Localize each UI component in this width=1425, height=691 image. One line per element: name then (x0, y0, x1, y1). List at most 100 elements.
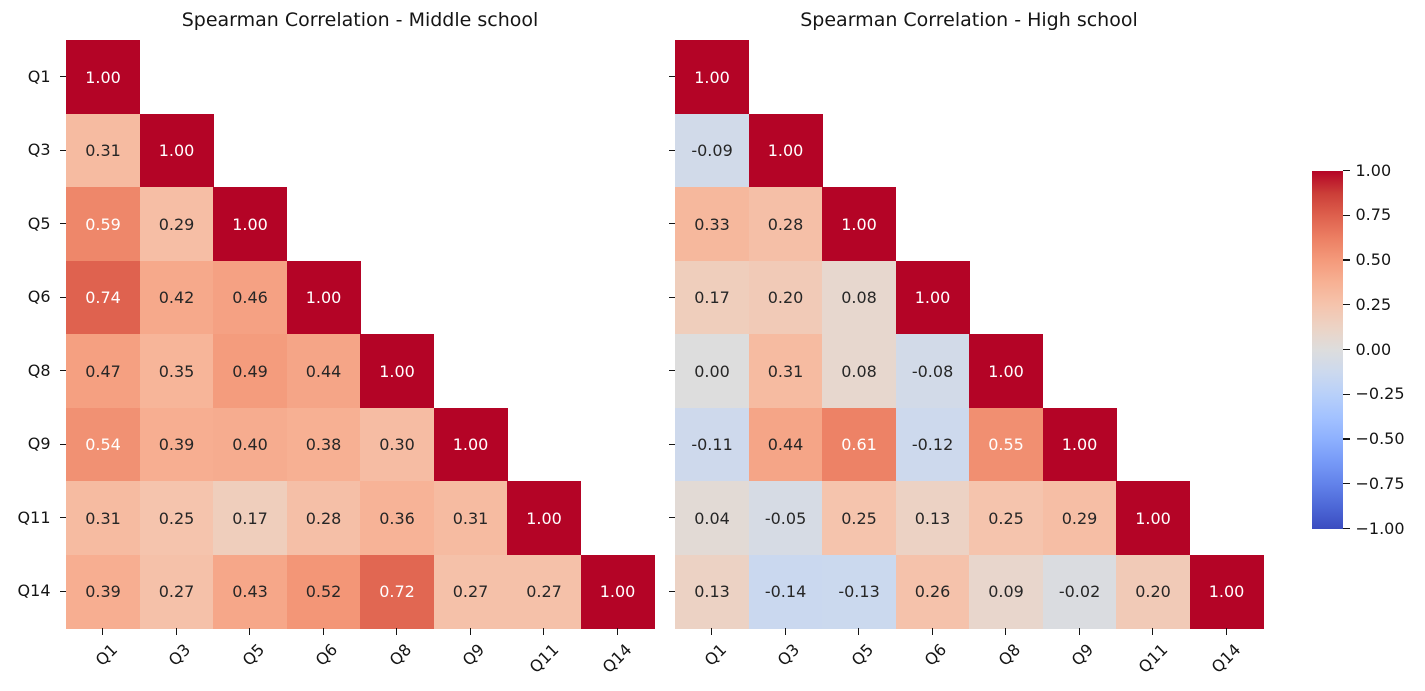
heatmap-cell: 1.00 (675, 40, 750, 115)
heatmap-cell: 1.00 (895, 260, 970, 335)
heatmap-cell: 0.59 (66, 187, 141, 262)
x-tick-label: Q8 (994, 640, 1025, 670)
cell-value: 0.31 (85, 508, 121, 528)
y-tick (668, 517, 675, 519)
heatmap-cell: 0.31 (66, 113, 141, 188)
cell-value: 0.74 (85, 288, 121, 308)
heatmap-cell: 0.74 (66, 260, 141, 335)
heatmap-cell: 0.28 (286, 481, 361, 556)
cell-value: -0.02 (1058, 582, 1101, 602)
x-tick (1152, 628, 1154, 635)
cell-value: 0.47 (85, 361, 121, 381)
heatmap-cell: 0.17 (675, 260, 750, 335)
cell-value: 0.46 (232, 288, 268, 308)
heatmap-cell: 0.27 (139, 554, 214, 629)
cell-value: 0.27 (158, 582, 195, 602)
heatmap-cell: 0.08 (822, 260, 897, 335)
x-tick (858, 628, 860, 635)
heatmap-cell: 0.61 (822, 407, 897, 482)
colorbar-tick-label: −0.25 (1355, 384, 1405, 404)
cell-value: 1.00 (988, 361, 1024, 381)
cell-value: 0.20 (767, 288, 804, 308)
cell-value: 1.00 (914, 288, 951, 308)
heatmap-cell: 0.08 (822, 334, 897, 409)
cell-value: 1.00 (599, 582, 636, 602)
heatmap-cell: 0.00 (675, 334, 750, 409)
cell-value: 0.08 (841, 288, 877, 308)
y-tick-label: Q6 (27, 287, 51, 307)
y-tick-label: Q5 (27, 213, 51, 233)
cell-value: 0.17 (694, 288, 730, 308)
cell-value: 0.36 (379, 508, 415, 528)
colorbar-tick (1343, 169, 1350, 172)
cell-value: 1.00 (841, 214, 877, 234)
cell-value: 0.09 (988, 582, 1024, 602)
y-tick-label: Q1 (27, 66, 51, 86)
heatmap-cell: 1.00 (213, 187, 288, 262)
y-tick (59, 296, 66, 298)
colorbar-tick (1343, 214, 1350, 216)
colorbar-tick-label: 0.25 (1355, 294, 1392, 314)
cell-value: 1.00 (232, 214, 268, 234)
cell-value: 1.00 (1135, 508, 1171, 528)
heatmap-cell: 0.25 (139, 481, 214, 556)
x-tick-label: Q14 (1207, 640, 1245, 677)
cell-value: 0.55 (988, 435, 1024, 455)
heatmap-cell: 0.31 (66, 481, 141, 556)
heatmap-cell: 0.09 (969, 554, 1044, 629)
cell-value: 0.52 (305, 582, 342, 602)
cell-value: 1.00 (526, 508, 562, 528)
y-tick (668, 590, 675, 592)
cell-value: 0.61 (841, 435, 877, 455)
cell-value: 0.35 (158, 361, 195, 381)
x-tick (543, 628, 545, 635)
cell-value: 0.20 (1135, 582, 1171, 602)
cell-value: 0.13 (694, 582, 730, 602)
heatmap-cell: -0.12 (895, 407, 970, 482)
cell-value: 1.00 (1061, 435, 1098, 455)
y-tick (668, 370, 675, 372)
chart-title-middle-school: Spearman Correlation - Middle school (181, 9, 539, 31)
x-tick-label: Q5 (238, 640, 269, 670)
y-tick (668, 76, 675, 78)
cell-value: 1.00 (452, 435, 489, 455)
heatmap-cell: 0.44 (748, 407, 823, 482)
heatmap-cell: 0.13 (895, 481, 970, 556)
heatmap-cell: 0.36 (360, 481, 435, 556)
heatmap-cell: 0.47 (66, 334, 141, 409)
x-tick (322, 628, 324, 635)
cell-value: 1.00 (694, 67, 730, 87)
cell-value: 0.25 (988, 508, 1024, 528)
x-tick (616, 628, 618, 635)
x-tick (1078, 628, 1080, 635)
colorbar-tick-label: −0.75 (1355, 473, 1405, 493)
heatmap-cell: 0.27 (433, 554, 508, 629)
cell-value: 0.17 (232, 508, 268, 528)
chart-title-high-school: Spearman Correlation - High school (800, 9, 1138, 31)
cell-value: 0.29 (158, 214, 195, 234)
heatmap-cell: 1.00 (507, 481, 582, 556)
cell-value: 1.00 (305, 288, 342, 308)
x-tick-label: Q9 (459, 640, 489, 670)
heatmap-cell: 0.20 (748, 260, 823, 335)
cell-value: 0.27 (526, 582, 562, 602)
heatmap-cell: -0.13 (822, 554, 897, 629)
colorbar-tick (1343, 393, 1350, 395)
cell-value: -0.05 (764, 508, 807, 528)
cell-value: 0.44 (305, 361, 342, 381)
heatmap-cell: 1.00 (139, 113, 214, 188)
cell-value: -0.14 (764, 582, 807, 602)
heatmap-cell: -0.11 (675, 407, 750, 482)
heatmap-cell: 0.25 (969, 481, 1044, 556)
x-tick (711, 628, 713, 635)
cell-value: 0.27 (452, 582, 489, 602)
heatmap-cell: 1.00 (286, 260, 361, 335)
heatmap-cell: -0.05 (748, 481, 823, 556)
colorbar-tick (1343, 483, 1350, 485)
y-tick (59, 223, 66, 225)
heatmap-middle-school: 1.00 0.31 1.00 0.59 0.29 1.00 0.74 0.42 0.46 1.00… (66, 40, 655, 629)
heatmap-cell: -0.02 (1042, 554, 1117, 629)
x-tick-label: Q8 (385, 640, 416, 670)
colorbar-tick-label: 0.00 (1355, 339, 1392, 359)
cell-value: 0.42 (158, 288, 195, 308)
